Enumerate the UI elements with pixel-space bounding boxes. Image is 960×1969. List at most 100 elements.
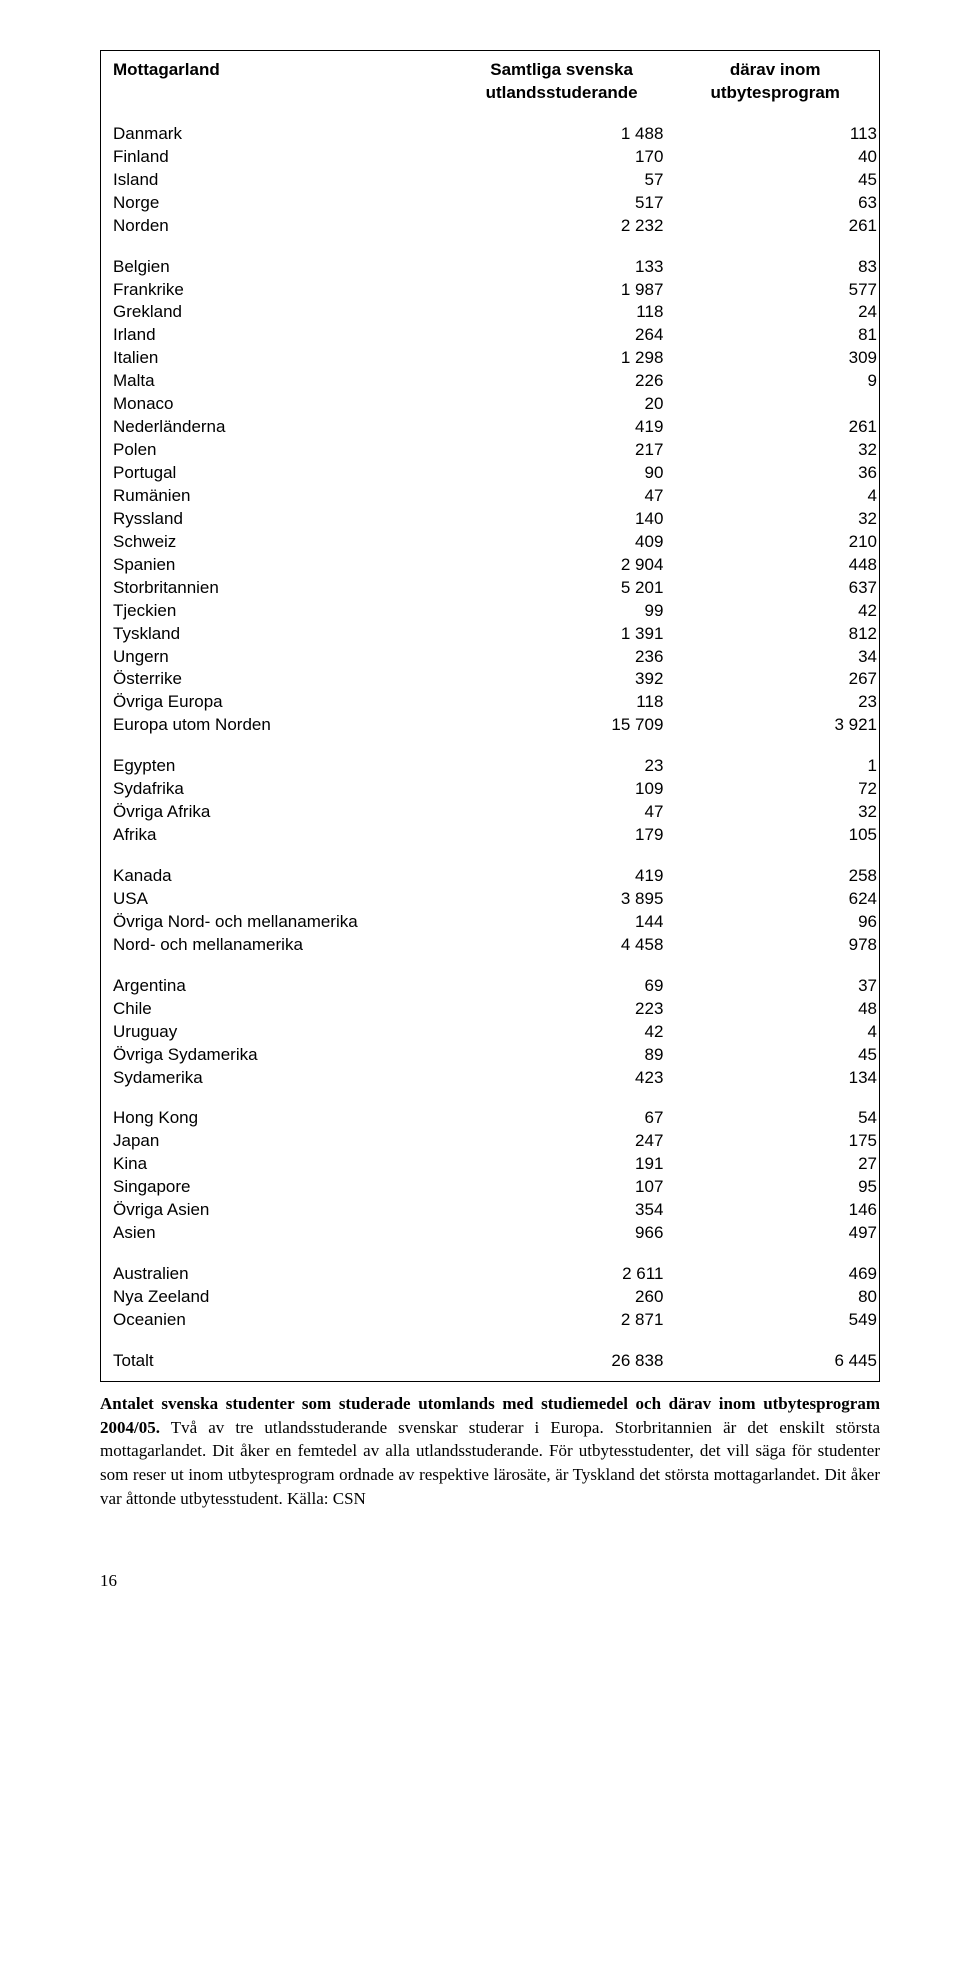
cell-total: 170 bbox=[460, 146, 674, 169]
data-table: Mottagarland Samtliga svenskautlandsstud… bbox=[100, 50, 880, 1382]
table-row: Österrike392267 bbox=[113, 668, 867, 691]
table-row: Chile22348 bbox=[113, 998, 867, 1021]
table-row: Spanien2 904448 bbox=[113, 554, 867, 577]
cell-exchange: 4 bbox=[673, 1021, 887, 1044]
cell-exchange: 210 bbox=[673, 531, 887, 554]
table-row: Ungern23634 bbox=[113, 646, 867, 669]
cell-exchange: 36 bbox=[673, 462, 887, 485]
cell-total: 47 bbox=[460, 485, 674, 508]
cell-exchange: 81 bbox=[673, 324, 887, 347]
cell-total: 419 bbox=[460, 416, 674, 439]
table-row: Övriga Asien354146 bbox=[113, 1199, 867, 1222]
cell-total: 109 bbox=[460, 778, 674, 801]
table-row: Kina19127 bbox=[113, 1153, 867, 1176]
table-row: Uruguay424 bbox=[113, 1021, 867, 1044]
cell-country: Nederländerna bbox=[113, 416, 460, 439]
cell-total: 99 bbox=[460, 600, 674, 623]
cell-country: Storbritannien bbox=[113, 577, 460, 600]
header-total: Samtliga svenskautlandsstuderande bbox=[460, 59, 674, 105]
cell-total: 419 bbox=[460, 865, 674, 888]
table-row: Nederländerna419261 bbox=[113, 416, 867, 439]
cell-country: Övriga Afrika bbox=[113, 801, 460, 824]
cell-exchange: 32 bbox=[673, 439, 887, 462]
cell-total: 264 bbox=[460, 324, 674, 347]
table-row: Danmark1 488113 bbox=[113, 123, 867, 146]
cell-exchange: 637 bbox=[673, 577, 887, 600]
cell-total: 223 bbox=[460, 998, 674, 1021]
table-caption: Antalet svenska studenter som studerade … bbox=[100, 1392, 880, 1511]
header-exchange: därav inomutbytesprogram bbox=[673, 59, 887, 105]
page-number: 16 bbox=[100, 1571, 880, 1591]
cell-country: Nya Zeeland bbox=[113, 1286, 460, 1309]
cell-exchange: 1 bbox=[673, 755, 887, 778]
cell-country: Afrika bbox=[113, 824, 460, 847]
cell-country: Sydafrika bbox=[113, 778, 460, 801]
cell-country: Rumänien bbox=[113, 485, 460, 508]
cell-country: Totalt bbox=[113, 1350, 460, 1373]
cell-exchange: 54 bbox=[673, 1107, 887, 1130]
table-row: Rumänien474 bbox=[113, 485, 867, 508]
cell-country: Singapore bbox=[113, 1176, 460, 1199]
cell-exchange: 113 bbox=[673, 123, 887, 146]
cell-exchange: 80 bbox=[673, 1286, 887, 1309]
cell-country: Kanada bbox=[113, 865, 460, 888]
cell-exchange: 72 bbox=[673, 778, 887, 801]
cell-total: 90 bbox=[460, 462, 674, 485]
cell-exchange: 24 bbox=[673, 301, 887, 324]
cell-exchange: 3 921 bbox=[673, 714, 887, 737]
cell-country: Island bbox=[113, 169, 460, 192]
cell-total: 517 bbox=[460, 192, 674, 215]
table-row: Norge51763 bbox=[113, 192, 867, 215]
table-row: Ryssland14032 bbox=[113, 508, 867, 531]
cell-country: Ryssland bbox=[113, 508, 460, 531]
cell-country: Kina bbox=[113, 1153, 460, 1176]
cell-total: 1 298 bbox=[460, 347, 674, 370]
cell-exchange: 497 bbox=[673, 1222, 887, 1245]
cell-total: 20 bbox=[460, 393, 674, 416]
cell-country: Nord- och mellanamerika bbox=[113, 934, 460, 957]
cell-exchange: 45 bbox=[673, 169, 887, 192]
cell-total: 226 bbox=[460, 370, 674, 393]
cell-country: Italien bbox=[113, 347, 460, 370]
cell-total: 2 611 bbox=[460, 1263, 674, 1286]
cell-total: 107 bbox=[460, 1176, 674, 1199]
cell-exchange: 63 bbox=[673, 192, 887, 215]
cell-total: 423 bbox=[460, 1067, 674, 1090]
cell-exchange: 4 bbox=[673, 485, 887, 508]
cell-exchange: 9 bbox=[673, 370, 887, 393]
cell-country: Egypten bbox=[113, 755, 460, 778]
table-row: Totalt26 8386 445 bbox=[113, 1350, 867, 1373]
cell-total: 42 bbox=[460, 1021, 674, 1044]
cell-total: 67 bbox=[460, 1107, 674, 1130]
cell-country: Österrike bbox=[113, 668, 460, 691]
cell-exchange: 48 bbox=[673, 998, 887, 1021]
cell-country: Norge bbox=[113, 192, 460, 215]
cell-exchange: 83 bbox=[673, 256, 887, 279]
cell-country: Oceanien bbox=[113, 1309, 460, 1332]
cell-exchange: 23 bbox=[673, 691, 887, 714]
cell-country: Japan bbox=[113, 1130, 460, 1153]
cell-total: 4 458 bbox=[460, 934, 674, 957]
cell-exchange: 258 bbox=[673, 865, 887, 888]
cell-country: Finland bbox=[113, 146, 460, 169]
table-row: Övriga Afrika4732 bbox=[113, 801, 867, 824]
cell-country: Portugal bbox=[113, 462, 460, 485]
cell-exchange: 448 bbox=[673, 554, 887, 577]
cell-country: Övriga Europa bbox=[113, 691, 460, 714]
cell-total: 26 838 bbox=[460, 1350, 674, 1373]
cell-total: 191 bbox=[460, 1153, 674, 1176]
cell-country: Tyskland bbox=[113, 623, 460, 646]
table-row: Frankrike1 987577 bbox=[113, 279, 867, 302]
cell-country: USA bbox=[113, 888, 460, 911]
header-country: Mottagarland bbox=[113, 59, 460, 105]
cell-exchange: 261 bbox=[673, 416, 887, 439]
cell-country: Grekland bbox=[113, 301, 460, 324]
table-row: Polen21732 bbox=[113, 439, 867, 462]
cell-total: 5 201 bbox=[460, 577, 674, 600]
table-row: Norden2 232261 bbox=[113, 215, 867, 238]
cell-total: 118 bbox=[460, 691, 674, 714]
cell-exchange: 40 bbox=[673, 146, 887, 169]
cell-exchange: 6 445 bbox=[673, 1350, 887, 1373]
cell-exchange: 32 bbox=[673, 801, 887, 824]
cell-country: Asien bbox=[113, 1222, 460, 1245]
